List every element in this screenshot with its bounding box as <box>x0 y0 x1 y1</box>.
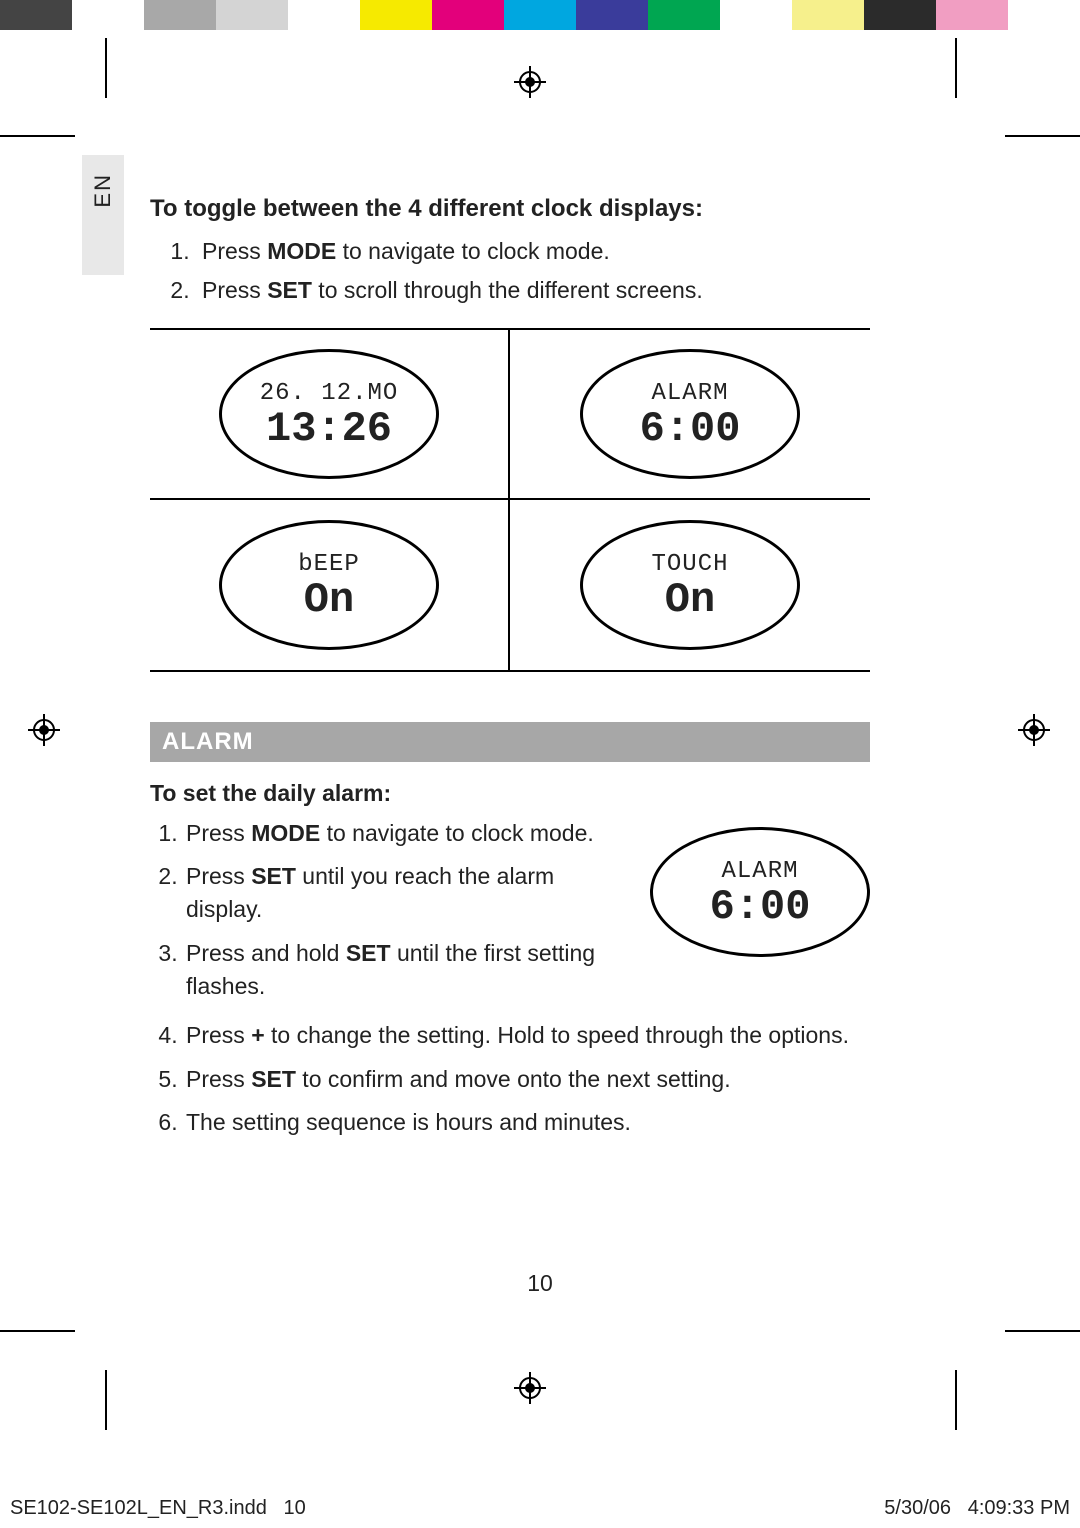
footer-filename: SE102-SE102L_EN_R3.indd <box>10 1497 267 1519</box>
color-swatch <box>792 0 864 30</box>
language-tab: EN <box>82 155 124 275</box>
color-swatch <box>720 0 792 30</box>
color-swatch <box>504 0 576 30</box>
crop-mark <box>105 38 107 98</box>
alarm-step-2: Press SET until you reach the alarm disp… <box>184 860 610 927</box>
color-swatch <box>648 0 720 30</box>
lcd-line2: On <box>304 579 354 621</box>
crop-mark <box>0 135 75 137</box>
registration-mark-icon <box>514 66 546 98</box>
footer-right: 5/30/06 4:09:33 PM <box>884 1497 1070 1520</box>
color-swatch <box>360 0 432 30</box>
color-swatch <box>864 0 936 30</box>
display-cell-beep: bEEP On <box>150 500 510 670</box>
crop-mark <box>105 1370 107 1430</box>
lcd-ellipse: ALARM 6:00 <box>650 827 870 957</box>
display-cell-alarm: ALARM 6:00 <box>510 330 870 500</box>
crop-mark <box>0 1330 75 1332</box>
lcd-line1: ALARM <box>651 382 728 406</box>
registration-mark-icon <box>514 1372 546 1404</box>
lcd-line2: 6:00 <box>640 408 741 450</box>
registration-mark-icon <box>1018 714 1050 746</box>
lcd-line1: ALARM <box>721 860 798 884</box>
lcd-ellipse: ALARM 6:00 <box>580 349 800 479</box>
alarm-steps-b: Press + to change the setting. Hold to s… <box>150 1019 870 1139</box>
lcd-line2: 13:26 <box>266 408 392 450</box>
display-cell-touch: TOUCH On <box>510 500 870 670</box>
footer-time: 4:09:33 PM <box>968 1497 1070 1519</box>
footer-date: 5/30/06 <box>884 1497 951 1519</box>
toggle-steps: Press MODE to navigate to clock mode. Pr… <box>150 235 870 308</box>
color-swatch <box>288 0 360 30</box>
alarm-step-3: Press and hold SET until the first setti… <box>184 937 610 1004</box>
color-swatch <box>0 0 72 30</box>
lcd-line1: TOUCH <box>651 553 728 577</box>
alarm-section-bar: ALARM <box>150 722 870 762</box>
lcd-ellipse: bEEP On <box>219 520 439 650</box>
color-swatch <box>432 0 504 30</box>
color-swatch <box>576 0 648 30</box>
color-swatch <box>72 0 144 30</box>
alarm-step-4: Press + to change the setting. Hold to s… <box>184 1019 870 1052</box>
color-swatch <box>216 0 288 30</box>
alarm-subheading: To set the daily alarm: <box>150 780 870 807</box>
page-content: To toggle between the 4 different clock … <box>150 195 870 1149</box>
alarm-step-6: The setting sequence is hours and minute… <box>184 1106 870 1139</box>
alarm-step-1: Press MODE to navigate to clock mode. <box>184 817 610 850</box>
crop-mark <box>955 1370 957 1430</box>
lcd-line1: bEEP <box>298 553 360 577</box>
alarm-steps-a: Press MODE to navigate to clock mode. Pr… <box>150 817 610 1014</box>
lcd-line2: 6:00 <box>710 886 811 928</box>
display-cell-clock: 26. 12.MO 13:26 <box>150 330 510 500</box>
alarm-illustration: ALARM 6:00 <box>650 817 870 957</box>
page-number: 10 <box>0 1270 1080 1297</box>
footer-left: SE102-SE102L_EN_R3.indd 10 <box>10 1497 306 1520</box>
color-swatch <box>936 0 1008 30</box>
color-swatch <box>144 0 216 30</box>
crop-mark <box>955 38 957 98</box>
color-swatch <box>1008 0 1080 30</box>
crop-mark <box>1005 135 1080 137</box>
lcd-ellipse: TOUCH On <box>580 520 800 650</box>
print-color-bar <box>0 0 1080 30</box>
display-grid: 26. 12.MO 13:26 ALARM 6:00 bEEP On TOUCH… <box>150 328 870 672</box>
alarm-step-5: Press SET to confirm and move onto the n… <box>184 1063 870 1096</box>
language-label: EN <box>90 173 116 208</box>
toggle-heading: To toggle between the 4 different clock … <box>150 195 870 223</box>
crop-mark <box>1005 1330 1080 1332</box>
alarm-row: Press MODE to navigate to clock mode. Pr… <box>150 817 870 1014</box>
toggle-step-1: Press MODE to navigate to clock mode. <box>196 235 870 268</box>
registration-mark-icon <box>28 714 60 746</box>
footer-page: 10 <box>284 1497 306 1519</box>
lcd-ellipse: 26. 12.MO 13:26 <box>219 349 439 479</box>
toggle-step-2: Press SET to scroll through the differen… <box>196 274 870 307</box>
lcd-line2: On <box>665 579 715 621</box>
lcd-line1: 26. 12.MO <box>260 382 399 406</box>
